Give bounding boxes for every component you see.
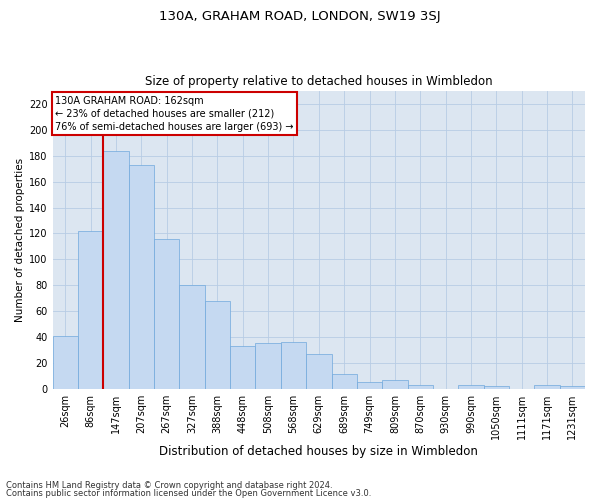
- Bar: [281, 342, 306, 388]
- Bar: [154, 238, 179, 388]
- Bar: [205, 300, 230, 388]
- Title: Size of property relative to detached houses in Wimbledon: Size of property relative to detached ho…: [145, 76, 493, 88]
- Bar: [179, 285, 205, 389]
- Bar: [382, 380, 407, 388]
- Bar: [484, 386, 509, 388]
- Text: 130A, GRAHAM ROAD, LONDON, SW19 3SJ: 130A, GRAHAM ROAD, LONDON, SW19 3SJ: [159, 10, 441, 23]
- Bar: [306, 354, 332, 388]
- Bar: [256, 344, 281, 388]
- Bar: [129, 165, 154, 388]
- Bar: [230, 346, 256, 389]
- X-axis label: Distribution of detached houses by size in Wimbledon: Distribution of detached houses by size …: [160, 444, 478, 458]
- Bar: [103, 150, 129, 388]
- Bar: [53, 336, 78, 388]
- Bar: [357, 382, 382, 388]
- Text: 130A GRAHAM ROAD: 162sqm
← 23% of detached houses are smaller (212)
76% of semi-: 130A GRAHAM ROAD: 162sqm ← 23% of detach…: [55, 96, 294, 132]
- Bar: [535, 385, 560, 388]
- Bar: [458, 385, 484, 388]
- Bar: [560, 386, 585, 388]
- Bar: [407, 385, 433, 388]
- Text: Contains public sector information licensed under the Open Government Licence v3: Contains public sector information licen…: [6, 488, 371, 498]
- Bar: [78, 231, 103, 388]
- Y-axis label: Number of detached properties: Number of detached properties: [15, 158, 25, 322]
- Bar: [332, 374, 357, 388]
- Text: Contains HM Land Registry data © Crown copyright and database right 2024.: Contains HM Land Registry data © Crown c…: [6, 481, 332, 490]
